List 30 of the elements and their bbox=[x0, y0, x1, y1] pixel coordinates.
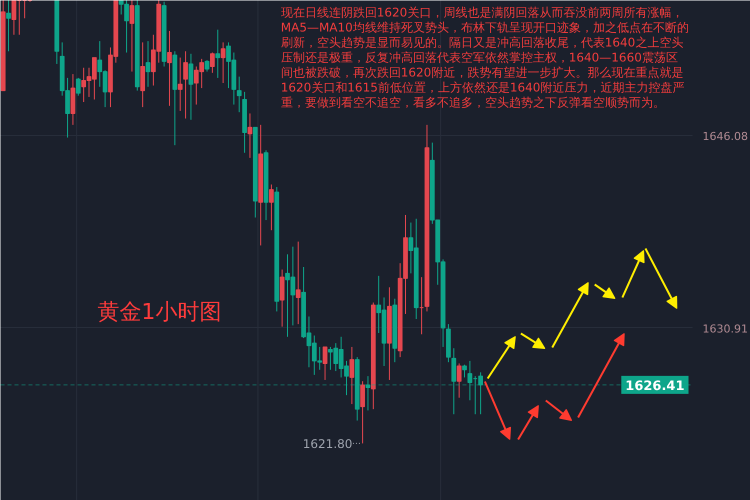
y-tick-label: 1646.08 bbox=[702, 130, 748, 143]
candlestick bbox=[248, 112, 252, 158]
candlestick bbox=[130, 0, 134, 72]
candlestick bbox=[215, 29, 220, 78]
candlestick bbox=[6, 0, 11, 52]
annotation: 现在日线连阴跌回1620关口，周线也是满阴回落从而吞没前两周所有涨幅，MA5—MA10均线维持死叉势头，布林下轨呈现开口迹象，加之低点在不断的刷新，空头趋势是显而易见的。隔日又是冲高回落收尾，代表1640之上空头压制还是极重，反复冲高回落代表空军依然掌控主权，1640—1660震荡区间也被跌破，再次跌回1620附近，跌势有望进一步扩大。那么现在重点就是1620关口和1615前低位置，上方依然还是1640附近压力，近期主力控盘严重，要做到看空不追空，看多不追多，空头趋势之下反弹看空顺势而为。 bbox=[280, 6, 689, 110]
candlestick bbox=[210, 52, 215, 74]
candlestick bbox=[188, 53, 194, 120]
candlestick bbox=[366, 376, 370, 411]
candlestick bbox=[178, 57, 183, 112]
candlestick bbox=[349, 346, 354, 405]
candlestick bbox=[204, 60, 210, 72]
candlestick bbox=[360, 380, 365, 444]
annotation: 1621.80 bbox=[302, 436, 352, 451]
candlestick bbox=[236, 76, 242, 113]
ref-line-label: 1626.41 bbox=[625, 378, 685, 394]
candlestick bbox=[322, 346, 328, 380]
candlestick bbox=[280, 269, 285, 328]
candlestick bbox=[76, 77, 81, 96]
candlestick bbox=[220, 42, 226, 84]
y-tick-label: 1630.91 bbox=[702, 322, 748, 336]
text: 黄金1小时图 bbox=[97, 300, 222, 325]
candlestick bbox=[269, 184, 274, 231]
candlestick bbox=[296, 241, 301, 325]
candlestick bbox=[183, 50, 188, 120]
candlestick bbox=[456, 362, 462, 398]
candlestick bbox=[167, 30, 172, 106]
candlestick bbox=[146, 40, 150, 88]
candlestick bbox=[462, 364, 467, 378]
candlestick bbox=[451, 348, 456, 415]
